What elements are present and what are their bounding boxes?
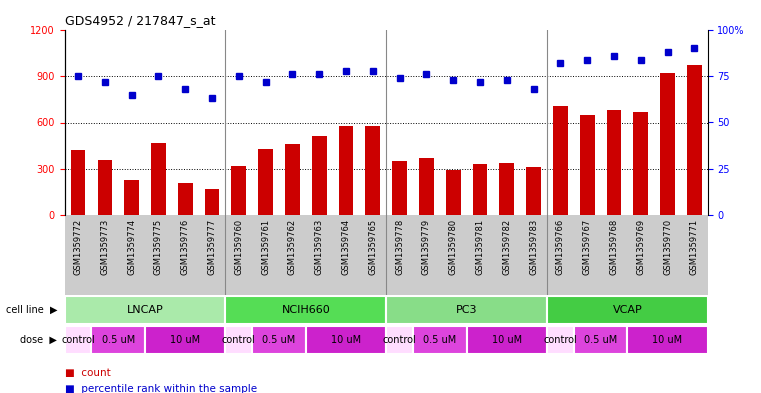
Text: 0.5 uM: 0.5 uM xyxy=(263,335,296,345)
Text: 10 uM: 10 uM xyxy=(170,335,200,345)
Bar xyxy=(365,126,380,215)
Bar xyxy=(387,325,413,354)
Text: LNCAP: LNCAP xyxy=(126,305,164,315)
Text: GSM1359776: GSM1359776 xyxy=(181,219,189,275)
Bar xyxy=(687,66,702,215)
Text: GSM1359769: GSM1359769 xyxy=(636,219,645,275)
Bar xyxy=(124,180,139,215)
Bar xyxy=(446,170,460,215)
Text: GSM1359765: GSM1359765 xyxy=(368,219,377,275)
Bar xyxy=(97,160,112,215)
Text: GSM1359781: GSM1359781 xyxy=(476,219,485,275)
Bar xyxy=(258,149,273,215)
Text: GSM1359775: GSM1359775 xyxy=(154,219,163,275)
Bar xyxy=(633,112,648,215)
Text: GDS4952 / 217847_s_at: GDS4952 / 217847_s_at xyxy=(65,15,215,28)
Bar xyxy=(574,325,627,354)
Text: PC3: PC3 xyxy=(456,305,477,315)
Bar xyxy=(466,325,547,354)
Text: ■  count: ■ count xyxy=(65,368,110,378)
Text: GSM1359763: GSM1359763 xyxy=(315,219,323,275)
Text: 10 uM: 10 uM xyxy=(652,335,683,345)
Bar xyxy=(387,296,547,324)
Text: GSM1359777: GSM1359777 xyxy=(208,219,217,275)
Bar xyxy=(413,325,466,354)
Text: GSM1359778: GSM1359778 xyxy=(395,219,404,275)
Bar xyxy=(91,325,145,354)
Text: GSM1359770: GSM1359770 xyxy=(663,219,672,275)
Text: dose  ▶: dose ▶ xyxy=(21,335,57,345)
Bar xyxy=(306,325,387,354)
Bar xyxy=(499,163,514,215)
Text: GSM1359762: GSM1359762 xyxy=(288,219,297,275)
Text: control: control xyxy=(383,335,416,345)
Text: 0.5 uM: 0.5 uM xyxy=(584,335,617,345)
Text: 10 uM: 10 uM xyxy=(331,335,361,345)
Text: 0.5 uM: 0.5 uM xyxy=(102,335,135,345)
Bar xyxy=(547,325,574,354)
Text: GSM1359782: GSM1359782 xyxy=(502,219,511,275)
Bar xyxy=(339,126,353,215)
Text: 0.5 uM: 0.5 uM xyxy=(423,335,457,345)
Bar xyxy=(661,73,675,215)
Text: GSM1359760: GSM1359760 xyxy=(234,219,244,275)
Text: GSM1359761: GSM1359761 xyxy=(261,219,270,275)
Bar xyxy=(65,296,225,324)
Bar xyxy=(547,296,708,324)
Text: GSM1359783: GSM1359783 xyxy=(529,219,538,275)
Text: GSM1359780: GSM1359780 xyxy=(449,219,457,275)
Text: cell line  ▶: cell line ▶ xyxy=(5,305,57,315)
Text: GSM1359773: GSM1359773 xyxy=(100,219,110,275)
Bar xyxy=(580,115,594,215)
Bar xyxy=(392,161,407,215)
Bar xyxy=(151,143,166,215)
Text: GSM1359771: GSM1359771 xyxy=(689,219,699,275)
Bar xyxy=(145,325,225,354)
Bar xyxy=(65,325,91,354)
Text: control: control xyxy=(61,335,95,345)
Text: control: control xyxy=(543,335,578,345)
Bar xyxy=(419,158,434,215)
Bar xyxy=(285,144,300,215)
Text: control: control xyxy=(222,335,256,345)
Text: NCIH660: NCIH660 xyxy=(282,305,330,315)
Bar xyxy=(178,183,193,215)
Bar xyxy=(607,110,621,215)
Bar xyxy=(526,167,541,215)
Bar xyxy=(231,166,247,215)
Text: GSM1359764: GSM1359764 xyxy=(342,219,351,275)
Text: GSM1359774: GSM1359774 xyxy=(127,219,136,275)
Bar xyxy=(205,189,219,215)
Text: GSM1359766: GSM1359766 xyxy=(556,219,565,275)
Bar xyxy=(225,325,252,354)
Bar xyxy=(225,296,387,324)
Text: GSM1359767: GSM1359767 xyxy=(583,219,591,275)
Bar xyxy=(252,325,306,354)
Text: 10 uM: 10 uM xyxy=(492,335,522,345)
Text: GSM1359772: GSM1359772 xyxy=(74,219,83,275)
Bar xyxy=(71,150,85,215)
Bar xyxy=(473,164,487,215)
Text: VCAP: VCAP xyxy=(613,305,642,315)
Text: GSM1359768: GSM1359768 xyxy=(610,219,619,275)
Bar xyxy=(312,136,326,215)
Bar xyxy=(553,106,568,215)
Bar xyxy=(627,325,708,354)
Text: GSM1359779: GSM1359779 xyxy=(422,219,431,275)
Text: ■  percentile rank within the sample: ■ percentile rank within the sample xyxy=(65,384,256,393)
